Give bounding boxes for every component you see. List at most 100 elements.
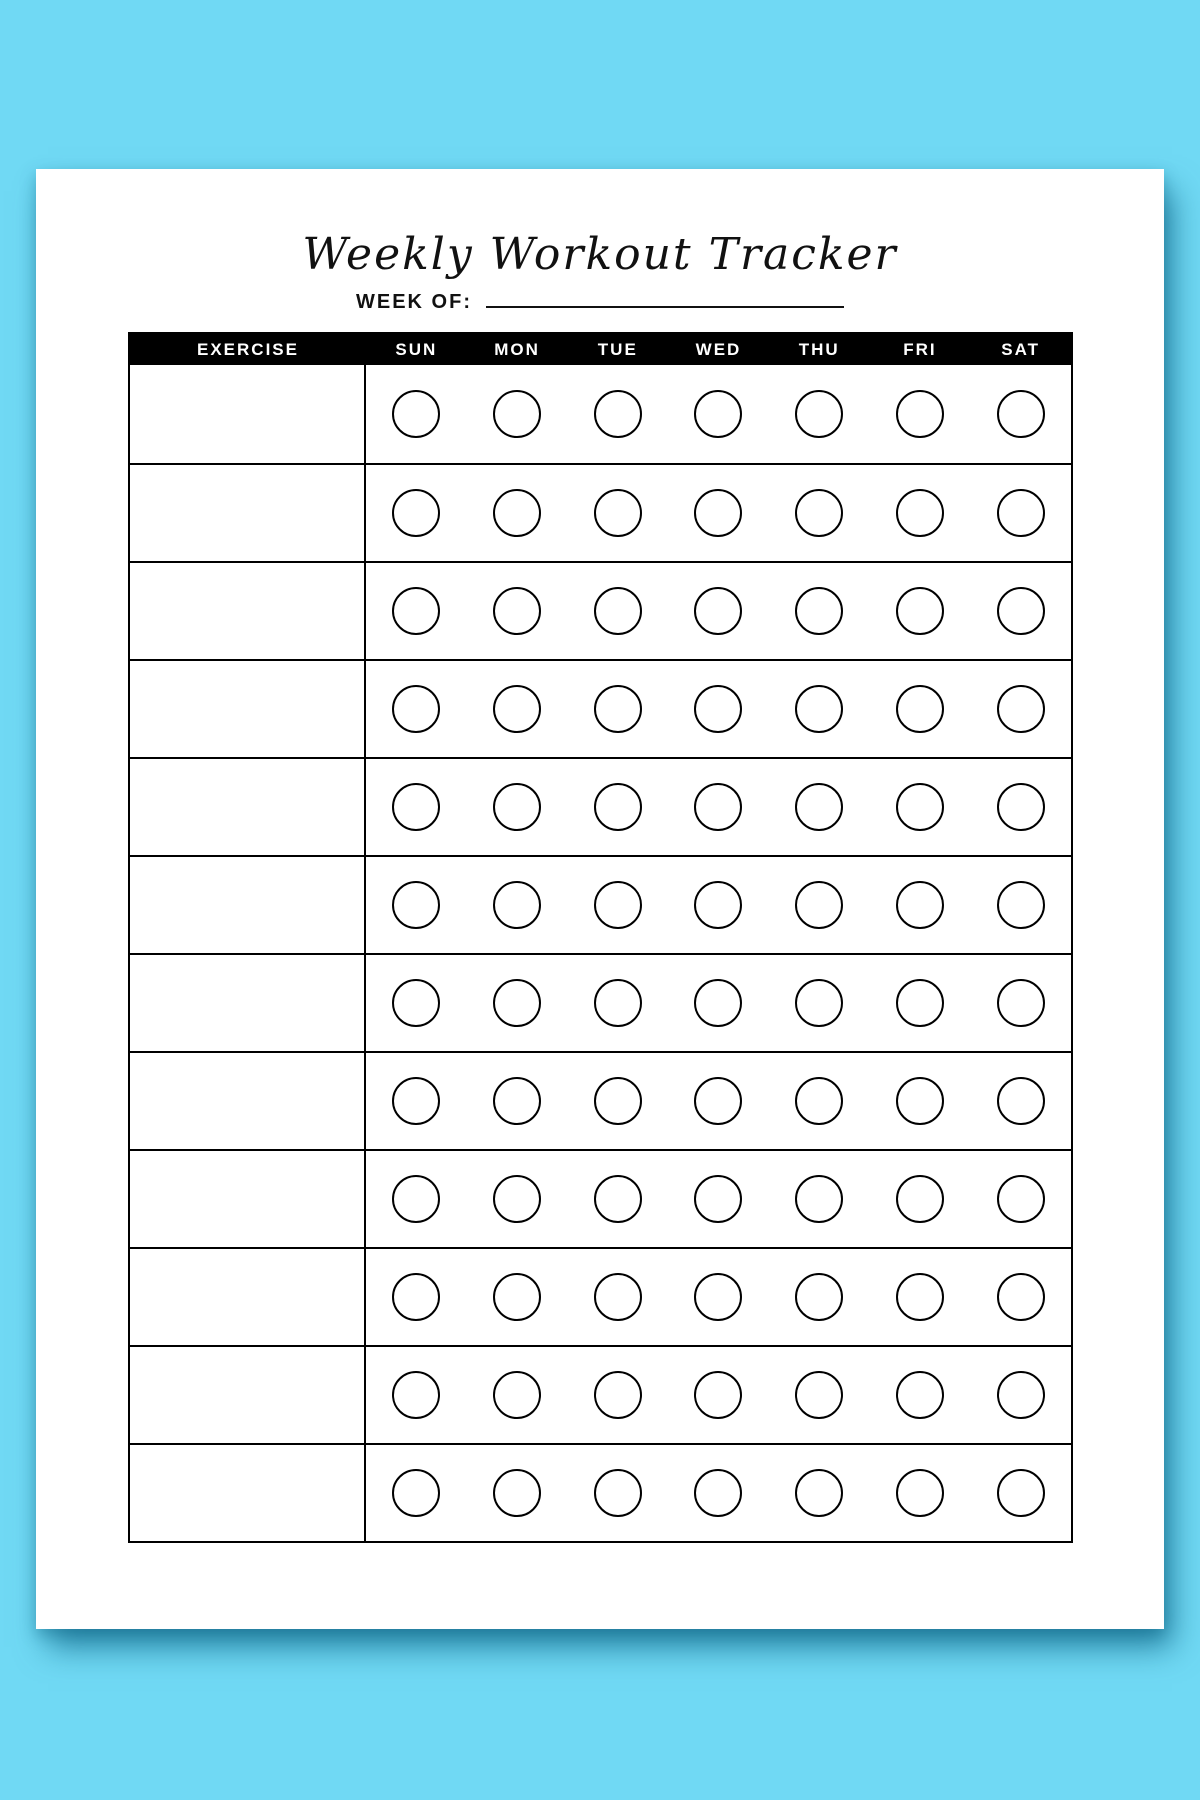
workout-check-circle[interactable]	[694, 979, 743, 1027]
workout-check-circle[interactable]	[795, 685, 844, 733]
workout-check-circle[interactable]	[895, 1469, 944, 1517]
workout-check-circle[interactable]	[593, 587, 642, 635]
day-cell-fri	[870, 1053, 971, 1149]
workout-check-circle[interactable]	[493, 685, 542, 733]
workout-check-circle[interactable]	[895, 587, 944, 635]
workout-check-circle[interactable]	[795, 1371, 844, 1419]
workout-check-circle[interactable]	[493, 1469, 542, 1517]
workout-check-circle[interactable]	[694, 783, 743, 831]
workout-check-circle[interactable]	[694, 881, 743, 929]
workout-check-circle[interactable]	[996, 1077, 1045, 1125]
exercise-name-cell[interactable]	[130, 955, 366, 1051]
workout-check-circle[interactable]	[795, 979, 844, 1027]
workout-check-circle[interactable]	[493, 1273, 542, 1321]
workout-check-circle[interactable]	[795, 489, 844, 537]
workout-check-circle[interactable]	[996, 1469, 1045, 1517]
workout-check-circle[interactable]	[392, 1175, 441, 1223]
workout-check-circle[interactable]	[493, 1175, 542, 1223]
workout-check-circle[interactable]	[795, 1469, 844, 1517]
workout-check-circle[interactable]	[895, 1077, 944, 1125]
workout-check-circle[interactable]	[593, 390, 642, 438]
workout-check-circle[interactable]	[895, 1175, 944, 1223]
workout-check-circle[interactable]	[392, 1469, 441, 1517]
workout-check-circle[interactable]	[795, 1273, 844, 1321]
workout-check-circle[interactable]	[795, 783, 844, 831]
exercise-name-cell[interactable]	[130, 1445, 366, 1541]
workout-check-circle[interactable]	[392, 489, 441, 537]
workout-check-circle[interactable]	[895, 489, 944, 537]
workout-check-circle[interactable]	[996, 390, 1045, 438]
exercise-name-cell[interactable]	[130, 857, 366, 953]
workout-check-circle[interactable]	[593, 1175, 642, 1223]
workout-check-circle[interactable]	[593, 1371, 642, 1419]
workout-check-circle[interactable]	[593, 1077, 642, 1125]
workout-check-circle[interactable]	[392, 390, 441, 438]
workout-check-circle[interactable]	[795, 1077, 844, 1125]
workout-check-circle[interactable]	[493, 1077, 542, 1125]
exercise-name-cell[interactable]	[130, 1151, 366, 1247]
workout-check-circle[interactable]	[593, 783, 642, 831]
workout-check-circle[interactable]	[694, 489, 743, 537]
workout-check-circle[interactable]	[694, 1175, 743, 1223]
workout-check-circle[interactable]	[493, 979, 542, 1027]
workout-check-circle[interactable]	[392, 685, 441, 733]
workout-check-circle[interactable]	[795, 1175, 844, 1223]
workout-check-circle[interactable]	[895, 783, 944, 831]
exercise-name-cell[interactable]	[130, 661, 366, 757]
workout-check-circle[interactable]	[392, 1371, 441, 1419]
workout-check-circle[interactable]	[895, 1273, 944, 1321]
workout-check-circle[interactable]	[895, 881, 944, 929]
exercise-name-cell[interactable]	[130, 465, 366, 561]
workout-check-circle[interactable]	[392, 881, 441, 929]
workout-check-circle[interactable]	[694, 390, 743, 438]
workout-check-circle[interactable]	[392, 979, 441, 1027]
exercise-name-cell[interactable]	[130, 1053, 366, 1149]
workout-check-circle[interactable]	[996, 587, 1045, 635]
exercise-name-cell[interactable]	[130, 759, 366, 855]
workout-check-circle[interactable]	[895, 979, 944, 1027]
workout-check-circle[interactable]	[895, 390, 944, 438]
workout-check-circle[interactable]	[593, 685, 642, 733]
exercise-name-cell[interactable]	[130, 1249, 366, 1345]
workout-check-circle[interactable]	[493, 1371, 542, 1419]
day-cell-sun	[366, 1445, 467, 1541]
workout-check-circle[interactable]	[392, 1077, 441, 1125]
workout-check-circle[interactable]	[895, 685, 944, 733]
workout-check-circle[interactable]	[996, 685, 1045, 733]
exercise-name-cell[interactable]	[130, 563, 366, 659]
workout-check-circle[interactable]	[996, 881, 1045, 929]
workout-check-circle[interactable]	[694, 1273, 743, 1321]
workout-check-circle[interactable]	[493, 783, 542, 831]
workout-check-circle[interactable]	[795, 390, 844, 438]
workout-check-circle[interactable]	[996, 783, 1045, 831]
workout-check-circle[interactable]	[593, 489, 642, 537]
workout-check-circle[interactable]	[392, 1273, 441, 1321]
workout-check-circle[interactable]	[996, 1175, 1045, 1223]
workout-check-circle[interactable]	[795, 881, 844, 929]
exercise-name-cell[interactable]	[130, 1347, 366, 1443]
workout-check-circle[interactable]	[493, 489, 542, 537]
workout-check-circle[interactable]	[996, 979, 1045, 1027]
workout-check-circle[interactable]	[392, 587, 441, 635]
workout-check-circle[interactable]	[694, 685, 743, 733]
exercise-name-cell[interactable]	[130, 365, 366, 463]
workout-check-circle[interactable]	[996, 1273, 1045, 1321]
workout-check-circle[interactable]	[694, 1371, 743, 1419]
week-of-input-line[interactable]	[486, 306, 844, 308]
workout-check-circle[interactable]	[795, 587, 844, 635]
workout-check-circle[interactable]	[593, 881, 642, 929]
workout-check-circle[interactable]	[694, 1077, 743, 1125]
workout-check-circle[interactable]	[895, 1371, 944, 1419]
workout-check-circle[interactable]	[493, 881, 542, 929]
workout-check-circle[interactable]	[593, 979, 642, 1027]
workout-check-circle[interactable]	[493, 587, 542, 635]
workout-check-circle[interactable]	[694, 1469, 743, 1517]
workout-check-circle[interactable]	[694, 587, 743, 635]
workout-check-circle[interactable]	[996, 1371, 1045, 1419]
workout-check-circle[interactable]	[392, 783, 441, 831]
workout-check-circle[interactable]	[593, 1273, 642, 1321]
workout-check-circle[interactable]	[996, 489, 1045, 537]
workout-check-circle[interactable]	[493, 390, 542, 438]
day-cell-tue	[567, 759, 668, 855]
workout-check-circle[interactable]	[593, 1469, 642, 1517]
